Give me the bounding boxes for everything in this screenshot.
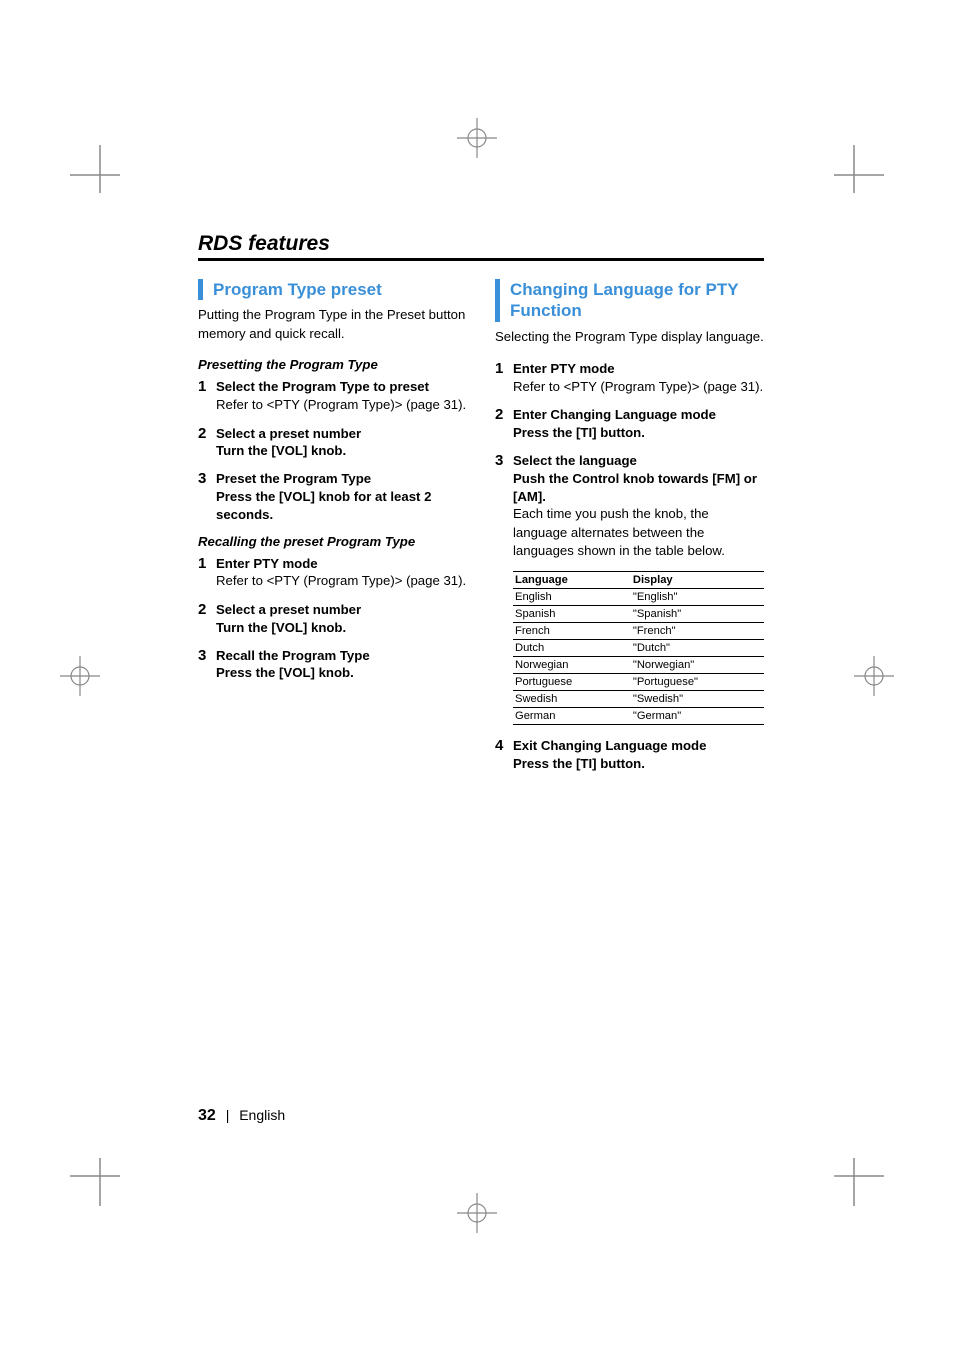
- step-action: Push the Control knob towards [FM] or [A…: [513, 470, 764, 506]
- section-title: RDS features: [198, 232, 764, 261]
- crop-mark-tl: [70, 145, 120, 193]
- step-text: Each time you push the knob, the languag…: [513, 505, 764, 560]
- step-title: Enter Changing Language mode: [513, 406, 764, 424]
- step-action: Press the [TI] button.: [513, 755, 764, 773]
- step-title: Preset the Program Type: [216, 470, 467, 488]
- registration-mark-bottom: [457, 1193, 497, 1233]
- step-title: Exit Changing Language mode: [513, 737, 764, 755]
- step-text: Refer to <PTY (Program Type)> (page 31).: [513, 378, 764, 396]
- right-column: Changing Language for PTY Function Selec…: [495, 279, 764, 782]
- step-text: Turn the [VOL] knob.: [216, 442, 467, 460]
- table-row: Portuguese"Portuguese": [513, 673, 764, 690]
- intro-text: Putting the Program Type in the Preset b…: [198, 306, 467, 343]
- step-number: 2: [198, 601, 216, 637]
- step-text: Refer to <PTY (Program Type)> (page 31).: [216, 396, 467, 414]
- table-row: German"German": [513, 707, 764, 724]
- registration-mark-right: [854, 656, 894, 696]
- step-item: 1 Enter PTY mode Refer to <PTY (Program …: [495, 360, 764, 396]
- crop-mark-br: [834, 1158, 884, 1206]
- step-title: Recall the Program Type: [216, 647, 467, 665]
- step-item: 4 Exit Changing Language mode Press the …: [495, 737, 764, 773]
- step-title: Enter PTY mode: [513, 360, 764, 378]
- language-table-wrap: Language Display English"English" Spanis…: [495, 571, 764, 725]
- step-item: 3 Select the language Push the Control k…: [495, 452, 764, 561]
- step-number: 1: [495, 360, 513, 396]
- step-number: 3: [198, 470, 216, 523]
- footer-separator: |: [226, 1107, 230, 1123]
- heading-changing-language: Changing Language for PTY Function: [495, 279, 764, 322]
- step-number: 3: [495, 452, 513, 561]
- subheading-recalling: Recalling the preset Program Type: [198, 534, 467, 549]
- step-item: 2 Select a preset number Turn the [VOL] …: [198, 601, 467, 637]
- table-row: Dutch"Dutch": [513, 639, 764, 656]
- table-row: French"French": [513, 622, 764, 639]
- step-action: Press the [TI] button.: [513, 424, 764, 442]
- table-row: English"English": [513, 588, 764, 605]
- step-text: Refer to <PTY (Program Type)> (page 31).: [216, 572, 467, 590]
- step-title: Select the Program Type to preset: [216, 378, 467, 396]
- step-text: Turn the [VOL] knob.: [216, 619, 467, 637]
- step-number: 1: [198, 378, 216, 414]
- table-header-display: Display: [631, 571, 764, 588]
- step-number: 2: [495, 406, 513, 442]
- step-item: 2 Enter Changing Language mode Press the…: [495, 406, 764, 442]
- step-text: Press the [VOL] knob for at least 2 seco…: [216, 488, 467, 524]
- step-title: Enter PTY mode: [216, 555, 467, 573]
- step-title: Select a preset number: [216, 601, 467, 619]
- intro-text: Selecting the Program Type display langu…: [495, 328, 764, 346]
- step-title: Select the language: [513, 452, 764, 470]
- step-item: 3 Recall the Program Type Press the [VOL…: [198, 647, 467, 683]
- step-number: 1: [198, 555, 216, 591]
- step-title: Select a preset number: [216, 425, 467, 443]
- table-row: Swedish"Swedish": [513, 690, 764, 707]
- table-row: Norwegian"Norwegian": [513, 656, 764, 673]
- footer-language: English: [239, 1107, 285, 1123]
- page-number: 32: [198, 1107, 216, 1124]
- crop-mark-tr: [834, 145, 884, 193]
- table-row: Spanish"Spanish": [513, 605, 764, 622]
- step-text: Press the [VOL] knob.: [216, 664, 467, 682]
- step-item: 1 Enter PTY mode Refer to <PTY (Program …: [198, 555, 467, 591]
- step-item: 1 Select the Program Type to preset Refe…: [198, 378, 467, 414]
- step-number: 4: [495, 737, 513, 773]
- step-number: 2: [198, 425, 216, 461]
- registration-mark-top: [457, 118, 497, 158]
- crop-mark-bl: [70, 1158, 120, 1206]
- language-table: Language Display English"English" Spanis…: [513, 571, 764, 725]
- page-body: RDS features Program Type preset Putting…: [198, 232, 764, 782]
- subheading-presetting: Presetting the Program Type: [198, 357, 467, 372]
- table-header-language: Language: [513, 571, 631, 588]
- left-column: Program Type preset Putting the Program …: [198, 279, 467, 782]
- step-item: 3 Preset the Program Type Press the [VOL…: [198, 470, 467, 523]
- registration-mark-left: [60, 656, 100, 696]
- page-footer: 32 | English: [198, 1107, 285, 1125]
- step-item: 2 Select a preset number Turn the [VOL] …: [198, 425, 467, 461]
- step-number: 3: [198, 647, 216, 683]
- heading-program-type-preset: Program Type preset: [198, 279, 467, 300]
